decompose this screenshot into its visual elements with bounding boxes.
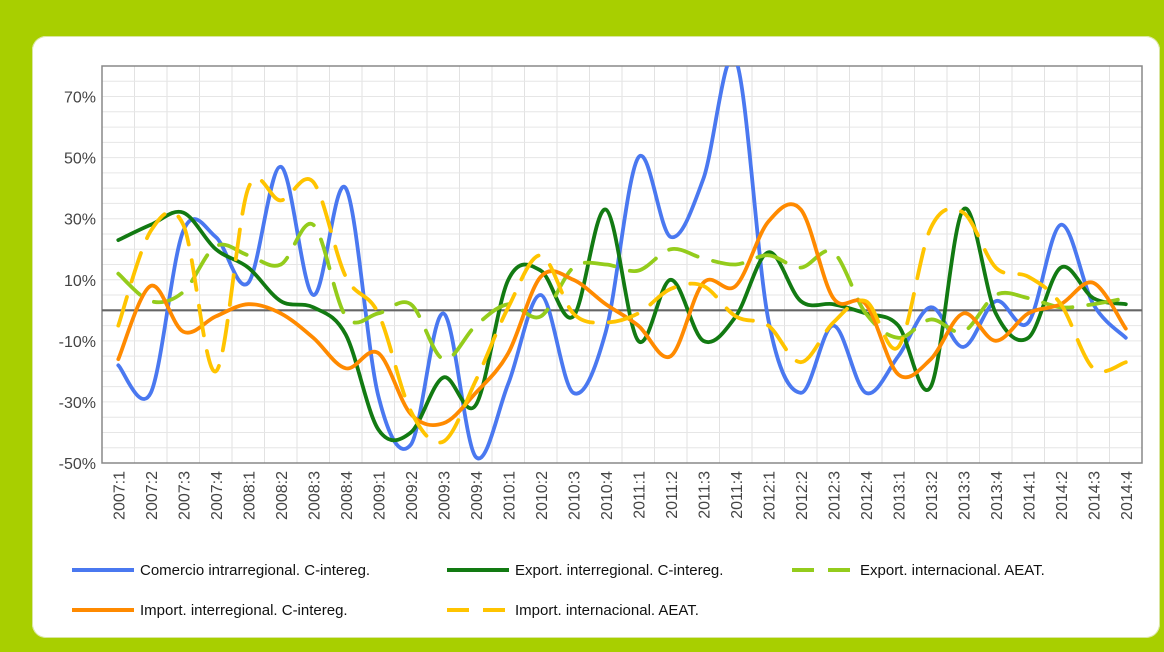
x-tick-label: 2010:4 <box>599 471 616 520</box>
legend-label: Import. internacional. AEAT. <box>515 602 699 619</box>
outer-frame: -50% -30% -10% 10% 30% 50% 70% 2007:1 2007:2 200… <box>6 6 1160 646</box>
line-chart: -50%-30%-10%10%30%50%70% 2007:1 2007:2 200… <box>59 65 1143 619</box>
series-line-export-internacional-aeat <box>116 221 1128 362</box>
y-tick-label: -30% <box>59 395 96 412</box>
y-axis-ticks: -50% -30% -10% 10% 30% 50% 70% <box>59 90 96 473</box>
x-tick-label: 2013:3 <box>956 471 973 520</box>
y-tick-label: -10% <box>59 334 96 351</box>
grid <box>101 65 1143 464</box>
x-tick-label: 2013:1 <box>891 471 908 520</box>
x-tick-label: 2014:4 <box>1119 471 1136 520</box>
x-tick-label: 2010:3 <box>566 471 583 520</box>
x-tick-label: 2014:3 <box>1086 471 1103 520</box>
x-tick-label: 2007:3 <box>176 471 193 520</box>
x-tick-label: 2007:4 <box>209 471 226 520</box>
x-tick-label: 2009:2 <box>404 471 421 520</box>
x-tick-label: 2012:4 <box>859 471 876 520</box>
y-tick-label: -50% <box>59 456 96 473</box>
x-tick-label: 2008:4 <box>339 471 356 520</box>
chart-panel: -50% -30% -10% 10% 30% 50% 70% 2007:1 2007:2 200… <box>32 36 1160 638</box>
x-tick-label: 2008:3 <box>306 471 323 520</box>
x-tick-label: 2014:2 <box>1054 471 1071 520</box>
x-tick-label: 2007:2 <box>144 471 161 520</box>
x-tick-label: 2009:1 <box>371 471 388 520</box>
x-tick-label: 2012:3 <box>826 471 843 520</box>
series-line-import-internacional-aeat <box>116 176 1128 445</box>
y-tick-label: 70% <box>64 90 96 107</box>
legend-label: Comercio intrarregional. C-intereg. <box>140 562 370 579</box>
x-tick-label: 2014:1 <box>1021 471 1038 520</box>
y-tick-label: 10% <box>64 273 96 290</box>
x-axis-ticks: 2007:1 2007:2 2007:3 2007:4 2008:1 2008:2 2008… <box>111 471 1136 520</box>
series-line-comercio-intrarregional-c-intereg <box>116 66 1128 461</box>
x-tick-label: 2007:1 <box>111 471 128 520</box>
x-tick-label: 2013:2 <box>924 471 941 520</box>
legend-label: Import. interregional. C-intereg. <box>140 602 348 619</box>
legend-label: Export. internacional. AEAT. <box>860 562 1045 579</box>
series-lines <box>116 66 1128 461</box>
x-tick-label: 2010:2 <box>534 471 551 520</box>
x-tick-label: 2009:4 <box>469 471 486 520</box>
y-tick-label: 50% <box>64 151 96 168</box>
x-tick-label: 2011:3 <box>696 471 713 519</box>
x-tick-label: 2010:1 <box>501 471 518 520</box>
x-tick-label: 2011:4 <box>729 471 746 519</box>
x-tick-label: 2012:1 <box>761 471 778 520</box>
x-tick-label: 2008:1 <box>241 471 258 520</box>
plot-border <box>101 65 1143 464</box>
x-tick-label: 2012:2 <box>794 471 811 520</box>
x-tick-label: 2009:3 <box>436 471 453 520</box>
legend: Comercio intrarregional. C-intereg. Expor… <box>72 562 1045 619</box>
x-tick-label: 2011:1 <box>631 471 648 519</box>
y-tick-label: 30% <box>64 212 96 229</box>
series-line-import-interregional-c-intereg <box>116 202 1128 427</box>
x-tick-label: 2008:2 <box>274 471 291 520</box>
x-tick-label: 2013:4 <box>989 471 1006 520</box>
x-tick-label: 2011:2 <box>664 471 681 519</box>
legend-label: Export. interregional. C-intereg. <box>515 562 723 579</box>
